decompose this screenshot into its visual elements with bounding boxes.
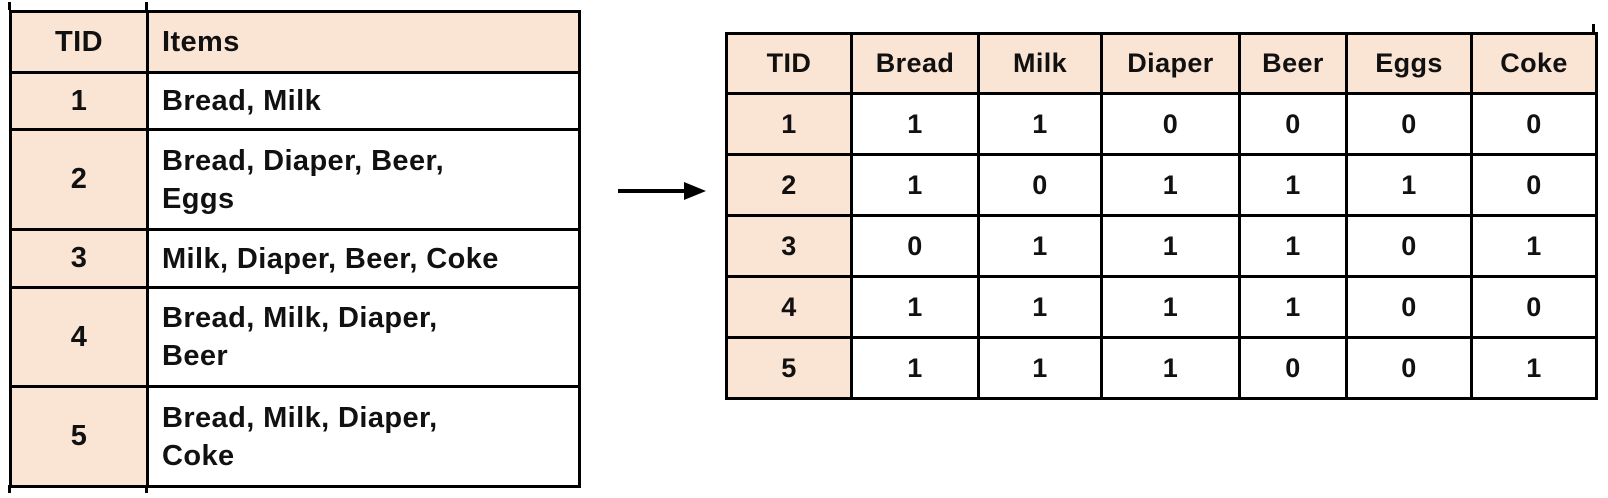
binary-matrix-table: TID Bread Milk Diaper Beer Eggs Coke 1 1…	[725, 32, 1598, 400]
table-row: 4 1 1 1 1 0 0	[725, 275, 1598, 339]
value-cell: 0	[1345, 336, 1473, 400]
value-cell: 0	[1345, 214, 1473, 278]
value-cell: 1	[1238, 214, 1348, 278]
items-cell: Bread, Milk, Diaper, Beer	[146, 286, 581, 388]
table-row: 3 0 1 1 1 0 1	[725, 214, 1598, 278]
tid-cell: 4	[9, 286, 149, 388]
tid-cell: 3	[725, 214, 853, 278]
right-arrow-icon	[618, 182, 706, 200]
table-row: 1 1 1 0 0 0 0	[725, 92, 1598, 156]
milk-column-header: Milk	[977, 32, 1103, 95]
tid-cell: 2	[725, 153, 853, 217]
value-cell: 1	[977, 336, 1103, 400]
tid-cell: 3	[9, 228, 149, 289]
value-cell: 1	[1470, 214, 1598, 278]
value-cell: 1	[1238, 153, 1348, 217]
items-cell: Bread, Milk	[146, 71, 581, 131]
value-cell: 1	[977, 275, 1103, 339]
border-tick	[1592, 24, 1595, 32]
value-cell: 0	[977, 153, 1103, 217]
beer-column-header: Beer	[1238, 32, 1348, 95]
border-tick	[145, 2, 148, 10]
tid-cell: 5	[725, 336, 853, 400]
value-cell: 1	[850, 336, 980, 400]
table-row: 5 1 1 1 0 0 1	[725, 336, 1598, 400]
tid-cell: 1	[9, 71, 149, 131]
tid-column-header: TID	[9, 10, 149, 74]
value-cell: 1	[977, 92, 1103, 156]
value-cell: 1	[1100, 275, 1241, 339]
tid-column-header: TID	[725, 32, 853, 95]
table-row: 3 Milk, Diaper, Beer, Coke	[9, 228, 581, 289]
transform-arrow	[616, 180, 708, 202]
value-cell: 1	[1100, 214, 1241, 278]
value-cell: 1	[1100, 153, 1241, 217]
value-cell: 0	[1470, 92, 1598, 156]
value-cell: 1	[1345, 153, 1473, 217]
border-tick	[145, 485, 148, 493]
value-cell: 0	[1238, 92, 1348, 156]
border-tick	[8, 485, 11, 493]
table-row: 4 Bread, Milk, Diaper, Beer	[9, 286, 581, 388]
items-cell: Milk, Diaper, Beer, Coke	[146, 228, 581, 289]
tid-cell: 2	[9, 128, 149, 231]
table-row: 1 Bread, Milk	[9, 71, 581, 131]
value-cell: 0	[850, 214, 980, 278]
value-cell: 0	[1345, 275, 1473, 339]
value-cell: 1	[850, 275, 980, 339]
tid-cell: 4	[725, 275, 853, 339]
bread-column-header: Bread	[850, 32, 980, 95]
value-cell: 1	[850, 153, 980, 217]
items-column-header: Items	[146, 10, 581, 74]
items-cell: Bread, Milk, Diaper, Coke	[146, 385, 581, 488]
value-cell: 1	[1470, 336, 1598, 400]
table-row: 2 Bread, Diaper, Beer, Eggs	[9, 128, 581, 231]
eggs-column-header: Eggs	[1345, 32, 1473, 95]
value-cell: 0	[1345, 92, 1473, 156]
transactions-header-row: TID Items	[9, 10, 581, 74]
value-cell: 0	[1100, 92, 1241, 156]
table-row: 2 1 0 1 1 1 0	[725, 153, 1598, 217]
value-cell: 1	[1238, 275, 1348, 339]
coke-column-header: Coke	[1470, 32, 1598, 95]
border-tick	[8, 2, 11, 10]
table-row: 5 Bread, Milk, Diaper, Coke	[9, 385, 581, 488]
diaper-column-header: Diaper	[1100, 32, 1241, 95]
value-cell: 1	[977, 214, 1103, 278]
tid-cell: 5	[9, 385, 149, 488]
value-cell: 1	[850, 92, 980, 156]
value-cell: 1	[1100, 336, 1241, 400]
transactions-table: TID Items 1 Bread, Milk 2 Bread, Diaper,…	[9, 10, 581, 488]
value-cell: 0	[1470, 153, 1598, 217]
value-cell: 0	[1238, 336, 1348, 400]
value-cell: 0	[1470, 275, 1598, 339]
tid-cell: 1	[725, 92, 853, 156]
binary-header-row: TID Bread Milk Diaper Beer Eggs Coke	[725, 32, 1598, 95]
items-cell: Bread, Diaper, Beer, Eggs	[146, 128, 581, 231]
